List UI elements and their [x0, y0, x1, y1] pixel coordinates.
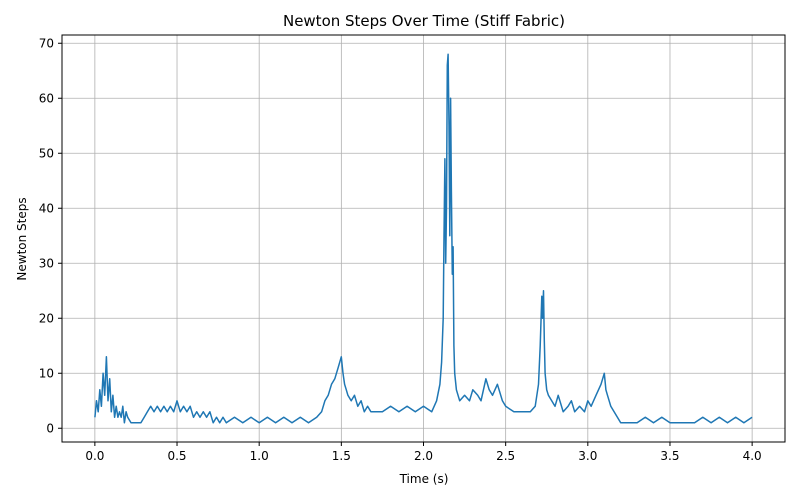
- x-tick-label: 4.0: [743, 449, 762, 463]
- x-tick-label: 0.0: [85, 449, 104, 463]
- y-tick-label: 40: [39, 201, 54, 215]
- x-tick-label: 2.0: [414, 449, 433, 463]
- y-axis: 0 10 20 30 40 50 60 70: [39, 36, 62, 435]
- x-tick-label: 0.5: [167, 449, 186, 463]
- x-tick-label: 3.5: [660, 449, 679, 463]
- y-tick-label: 70: [39, 36, 54, 50]
- y-tick-label: 30: [39, 256, 54, 270]
- x-tick-label: 3.0: [578, 449, 597, 463]
- x-tick-label: 1.0: [250, 449, 269, 463]
- y-tick-label: 50: [39, 146, 54, 160]
- y-tick-label: 0: [46, 421, 54, 435]
- y-tick-label: 60: [39, 91, 54, 105]
- grid: [62, 35, 785, 442]
- y-axis-label: Newton Steps: [15, 197, 29, 280]
- newton-steps-line: [94, 53, 753, 424]
- chart-title: Newton Steps Over Time (Stiff Fabric): [283, 12, 565, 30]
- x-tick-label: 1.5: [332, 449, 351, 463]
- x-tick-label: 2.5: [496, 449, 515, 463]
- y-tick-label: 20: [39, 311, 54, 325]
- y-tick-label: 10: [39, 366, 54, 380]
- x-axis-label: Time (s): [399, 472, 449, 486]
- x-axis: 0.0 0.5 1.0 1.5 2.0 2.5 3.0 3.5 4.0: [85, 442, 762, 463]
- series-layer: [94, 53, 753, 424]
